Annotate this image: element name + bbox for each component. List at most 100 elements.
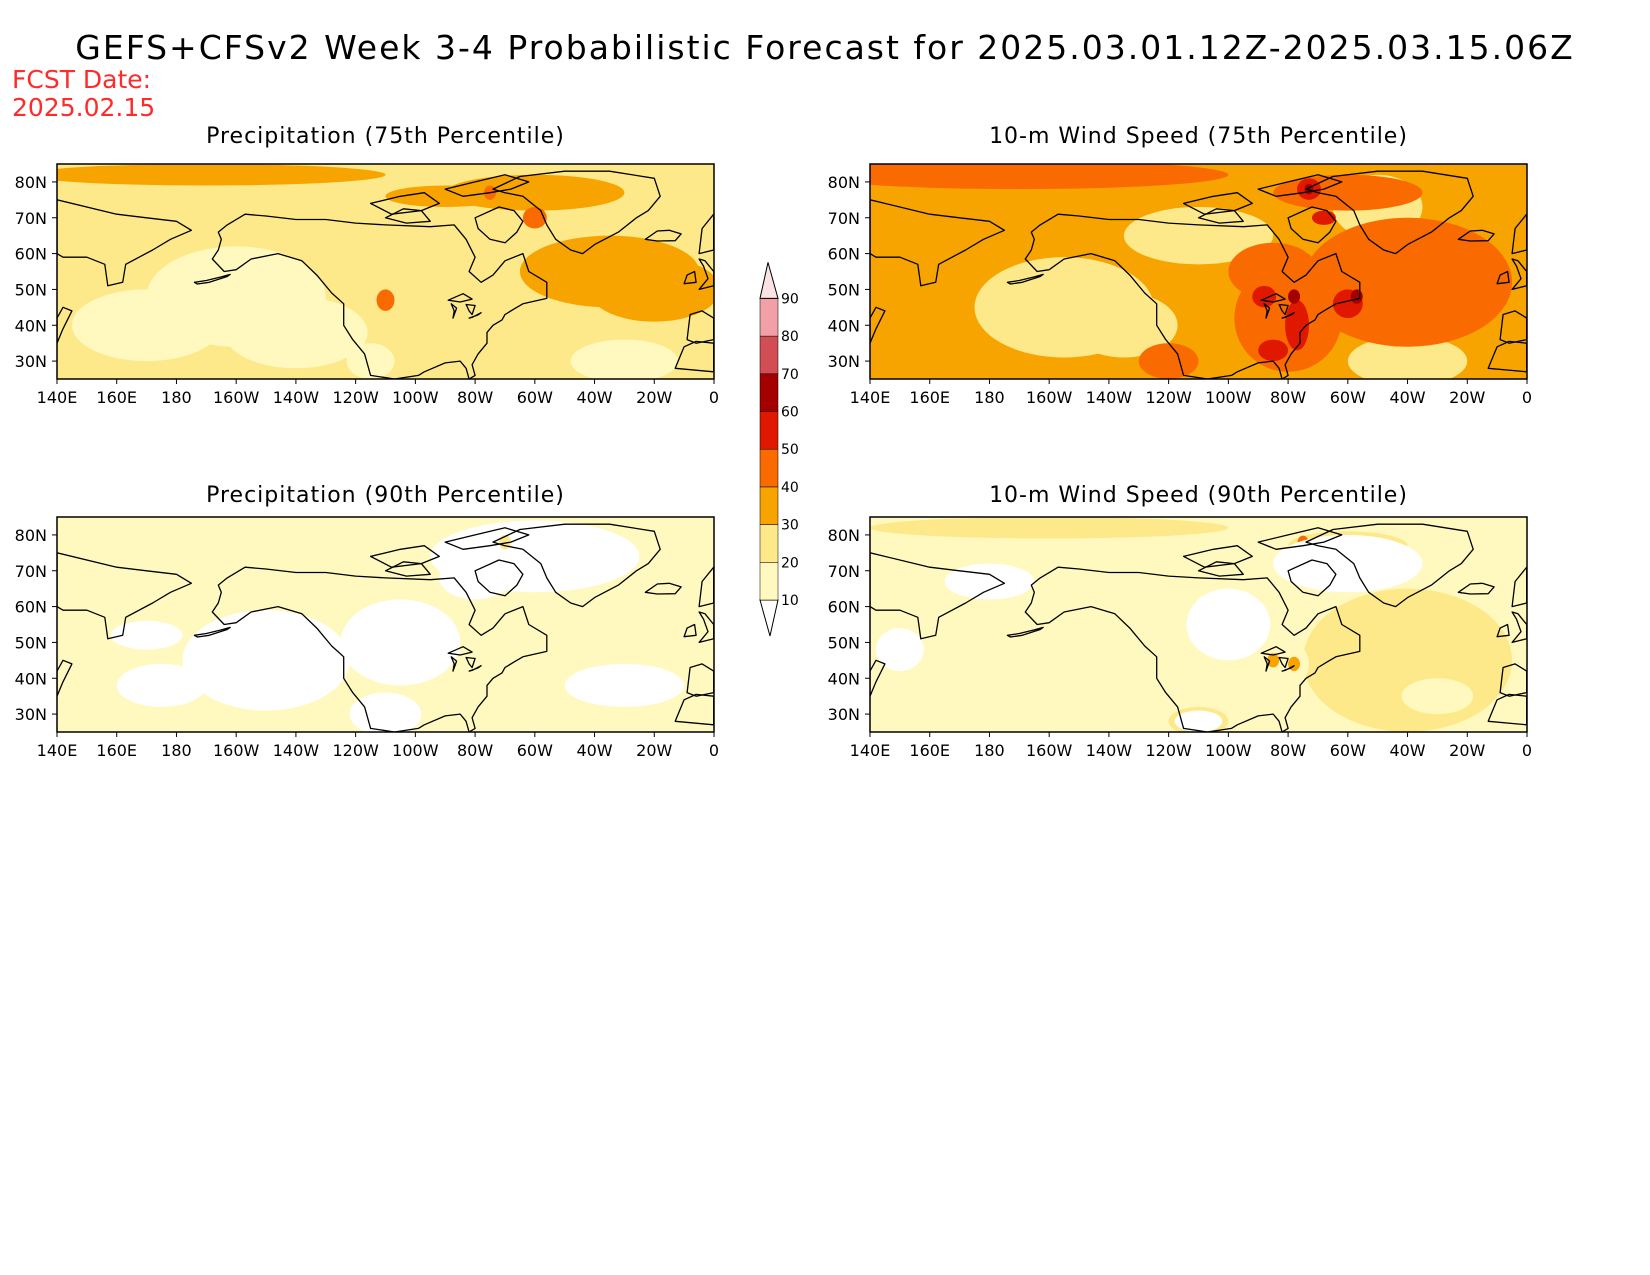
lon-tick-label: 0 <box>709 388 719 407</box>
lat-tick-label: 70N <box>15 562 47 581</box>
lon-tick-label: 140W <box>273 741 320 760</box>
lon-tick-label: 160E <box>909 388 950 407</box>
lat-tick-label: 80N <box>828 173 860 192</box>
map-frame <box>56 163 715 380</box>
forecast-date-value: 2025.02.15 <box>12 93 156 122</box>
lon-tick-label: 160E <box>96 388 137 407</box>
lon-tick-label: 60W <box>517 741 553 760</box>
lon-tick-label: 160W <box>1026 741 1073 760</box>
lon-tick-label: 140W <box>1086 388 1133 407</box>
lat-tick-label: 60N <box>15 245 47 264</box>
colorbar-label: 50 <box>781 442 799 458</box>
lon-tick-label: 160W <box>1026 388 1073 407</box>
map-frame <box>56 516 715 733</box>
lat-tick-label: 60N <box>828 245 860 264</box>
coastlines <box>870 170 1527 379</box>
colorbar-swatch <box>759 486 779 525</box>
lon-tick-label: 60W <box>1330 741 1366 760</box>
lat-tick-label: 50N <box>15 280 47 299</box>
lat-tick-label: 80N <box>15 173 47 192</box>
panel-title-wind-90: 10-m Wind Speed (90th Percentile) <box>989 483 1408 508</box>
main-title: GEFS+CFSv2 Week 3-4 Probabilistic Foreca… <box>75 28 1575 67</box>
lon-tick-label: 20W <box>1449 388 1485 407</box>
panel-title-precip-90: Precipitation (90th Percentile) <box>206 483 565 508</box>
lon-tick-label: 40W <box>1389 388 1425 407</box>
colorbar-label: 80 <box>781 329 799 345</box>
colorbar-label: 70 <box>781 367 799 383</box>
colorbar-label: 90 <box>781 291 799 307</box>
lat-tick-label: 30N <box>15 352 47 371</box>
map-frame <box>869 516 1528 733</box>
colorbar: 10 20 30 40 50 60 70 80 90 <box>759 262 799 637</box>
colorbar-swatch <box>759 448 779 488</box>
lon-tick-label: 40W <box>576 741 612 760</box>
colorbar-label: 40 <box>781 480 799 496</box>
lon-tick-label: 120W <box>1145 741 1192 760</box>
lon-tick-label: 160E <box>909 741 950 760</box>
colorbar-swatch <box>759 562 779 601</box>
coastlines <box>57 523 714 732</box>
colorbar-swatch <box>759 411 779 450</box>
lon-tick-label: 80W <box>1270 741 1306 760</box>
lon-tick-label: 20W <box>1449 741 1485 760</box>
lon-tick-label: 160W <box>213 388 260 407</box>
colorbar-label: 60 <box>781 405 799 421</box>
lon-tick-label: 180 <box>974 388 1005 407</box>
colorbar-label: 30 <box>781 518 799 534</box>
lon-tick-label: 80W <box>457 741 493 760</box>
colorbar-swatch <box>759 335 779 375</box>
colorbar-label: 20 <box>781 555 799 571</box>
lon-tick-label: 100W <box>1205 741 1252 760</box>
lon-tick-label: 160E <box>96 741 137 760</box>
lat-tick-label: 40N <box>15 669 47 688</box>
colorbar-swatch <box>759 373 779 412</box>
lon-tick-label: 100W <box>1205 388 1252 407</box>
forecast-date-label: FCST Date: <box>12 65 152 94</box>
lon-tick-label: 0 <box>1522 741 1532 760</box>
lat-tick-label: 70N <box>828 209 860 228</box>
lon-tick-label: 80W <box>1270 388 1306 407</box>
lat-tick-label: 50N <box>15 633 47 652</box>
lon-tick-label: 180 <box>161 741 192 760</box>
lat-tick-label: 80N <box>15 526 47 545</box>
lon-tick-label: 20W <box>636 741 672 760</box>
map-panel-wind-75: 140E 160E 180 160W 140W 120W 100W 80W 60W 40W 20W 0… <box>828 163 1532 407</box>
lon-tick-label: 160W <box>213 741 260 760</box>
map-panel-precip-75: 140E 160E 180 160W 140W 120W 100W 80W 60W 40W 20W 0… <box>15 163 719 407</box>
lat-tick-label: 30N <box>828 705 860 724</box>
lon-tick-label: 140E <box>37 741 78 760</box>
lon-tick-label: 180 <box>974 741 1005 760</box>
lat-tick-label: 60N <box>828 598 860 617</box>
lon-tick-label: 0 <box>709 741 719 760</box>
colorbar-label: 10 <box>781 593 799 609</box>
lon-tick-label: 100W <box>392 741 439 760</box>
lat-tick-label: 30N <box>15 705 47 724</box>
lon-tick-label: 60W <box>1330 388 1366 407</box>
panel-title-wind-75: 10-m Wind Speed (75th Percentile) <box>989 124 1408 149</box>
lon-tick-label: 100W <box>392 388 439 407</box>
lon-tick-label: 120W <box>1145 388 1192 407</box>
lon-tick-label: 40W <box>576 388 612 407</box>
lon-tick-label: 140E <box>850 388 891 407</box>
lat-tick-label: 50N <box>828 633 860 652</box>
lon-tick-label: 120W <box>332 741 379 760</box>
lon-tick-label: 140E <box>850 741 891 760</box>
map-panel-precip-90: 140E 160E 180 160W 140W 120W 100W 80W 60W 40W 20W 0… <box>15 516 719 760</box>
lon-tick-label: 0 <box>1522 388 1532 407</box>
lon-tick-label: 60W <box>517 388 553 407</box>
colorbar-top-arrow <box>759 262 779 299</box>
lon-tick-label: 140E <box>37 388 78 407</box>
lat-tick-label: 40N <box>828 316 860 335</box>
lat-tick-label: 50N <box>828 280 860 299</box>
lon-tick-label: 120W <box>332 388 379 407</box>
panel-title-precip-75: Precipitation (75th Percentile) <box>206 124 565 149</box>
coastlines <box>870 523 1527 732</box>
lat-tick-label: 70N <box>15 209 47 228</box>
map-panel-wind-90: 140E 160E 180 160W 140W 120W 100W 80W 60W 40W 20W 0… <box>828 516 1532 760</box>
lat-tick-label: 80N <box>828 526 860 545</box>
map-frame <box>869 163 1528 380</box>
lon-tick-label: 140W <box>273 388 320 407</box>
lat-tick-label: 40N <box>828 669 860 688</box>
forecast-date: FCST Date: 2025.02.15 <box>12 66 155 122</box>
